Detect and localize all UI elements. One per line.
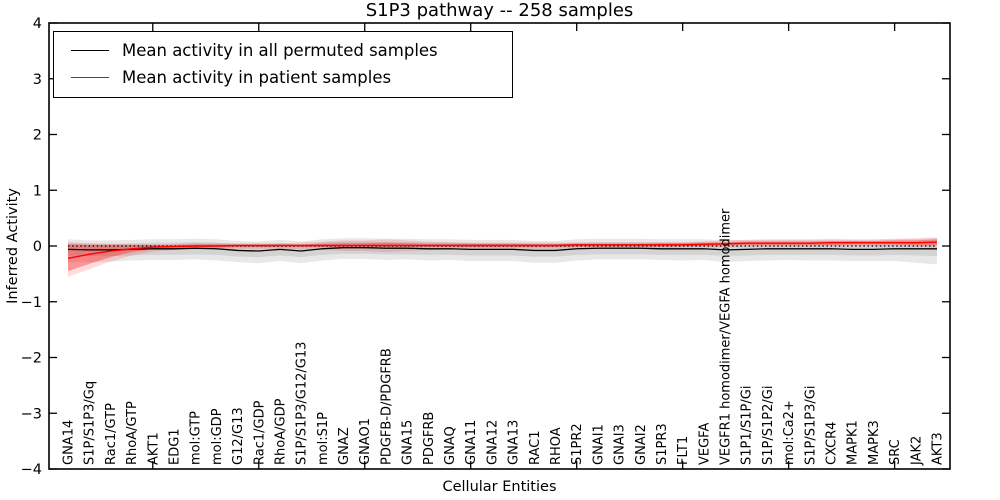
x-tick-label: JAK2 bbox=[909, 436, 924, 466]
x-tick-label: Rac1/GTP bbox=[104, 403, 119, 465]
x-tick-label: GNAI3 bbox=[613, 424, 628, 465]
x-tick-label: RhoA/GDP bbox=[273, 398, 288, 465]
x-tick-label: SRC bbox=[888, 439, 903, 465]
patient-band-outer bbox=[68, 237, 937, 277]
x-tick-label: VEGFR1 homodimer/VEGFA homodimer bbox=[719, 208, 734, 465]
x-tick-label: mol:Ca2+ bbox=[782, 400, 797, 465]
x-tick-label: GNAZ bbox=[337, 427, 352, 465]
x-tick-label: EDG1 bbox=[167, 428, 182, 465]
y-tick-label: −1 bbox=[21, 295, 42, 311]
x-tick-label: AKT3 bbox=[931, 432, 946, 465]
x-tick-label: AKT1 bbox=[146, 432, 161, 465]
x-tick-label: RAC1 bbox=[528, 430, 543, 465]
y-tick-label: 1 bbox=[33, 183, 42, 199]
y-tick-label: −4 bbox=[21, 462, 42, 478]
x-tick-label: RHOA bbox=[549, 427, 564, 465]
x-tick-label: GNA11 bbox=[464, 420, 479, 465]
y-tick-label: 3 bbox=[33, 72, 42, 88]
x-tick-label: GNA12 bbox=[485, 420, 500, 465]
x-tick-label: G12/G13 bbox=[231, 407, 246, 465]
x-tick-label: Rac1/GDP bbox=[252, 400, 267, 465]
x-tick-label: FLT1 bbox=[676, 436, 691, 465]
x-tick-label: GNAI1 bbox=[591, 424, 606, 465]
patient-mean-line bbox=[67, 241, 938, 259]
x-tick-label: PDGFRB bbox=[422, 412, 437, 465]
y-tick-label: 4 bbox=[33, 16, 42, 32]
legend-label-permuted: Mean activity in all permuted samples bbox=[122, 41, 438, 60]
patient-line-swatch bbox=[71, 77, 109, 78]
x-tick-label: MAPK3 bbox=[867, 420, 882, 465]
legend: Mean activity in all permuted samples Me… bbox=[53, 31, 513, 98]
x-tick-label: S1P/S1P3/Gq bbox=[83, 381, 98, 465]
x-tick-label: S1P1/S1P/Gi bbox=[740, 386, 755, 465]
y-tick-label: −2 bbox=[21, 351, 42, 367]
x-tick-label: mol:S1P bbox=[316, 412, 331, 465]
x-tick-label: GNA14 bbox=[62, 420, 77, 465]
x-tick-label: mol:GTP bbox=[189, 411, 204, 465]
permuted-mean-line bbox=[67, 247, 937, 252]
y-tick-label: 2 bbox=[33, 128, 42, 144]
permuted-line-swatch bbox=[71, 50, 109, 51]
x-tick-label: PDGFB-D/PDGFRB bbox=[379, 348, 394, 465]
x-tick-label: S1P/S1P2/Gi bbox=[761, 386, 776, 465]
x-tick-label: S1PR3 bbox=[655, 423, 670, 465]
x-tick-label: mol:GDP bbox=[210, 408, 225, 465]
x-tick-label: GNA13 bbox=[507, 420, 522, 465]
x-tick-label: S1P/S1P3/G12/G13 bbox=[295, 342, 310, 465]
x-axis-label: Cellular Entities bbox=[442, 479, 557, 495]
legend-item-patient: Mean activity in patient samples bbox=[54, 64, 512, 91]
x-tick-label: RhoA/GTP bbox=[125, 401, 140, 465]
y-axis-label: Inferred Activity bbox=[5, 188, 21, 304]
x-tick-label: GNAO1 bbox=[358, 418, 373, 465]
y-tick-label: 0 bbox=[33, 239, 42, 255]
x-tick-label: S1PR2 bbox=[570, 423, 585, 465]
x-tick-label: GNAI2 bbox=[634, 424, 649, 465]
x-tick-label: MAPK1 bbox=[846, 420, 861, 465]
x-tick-label: VEGFA bbox=[697, 423, 712, 465]
y-tick-label: −3 bbox=[21, 406, 42, 422]
legend-label-patient: Mean activity in patient samples bbox=[122, 68, 392, 87]
legend-item-permuted: Mean activity in all permuted samples bbox=[54, 37, 512, 64]
x-tick-label: S1P/S1P3/Gi bbox=[803, 386, 818, 465]
x-tick-label: GNAQ bbox=[443, 426, 458, 465]
x-tick-label: CXCR4 bbox=[825, 422, 840, 465]
chart-title: S1P3 pathway -- 258 samples bbox=[365, 0, 634, 21]
x-tick-label: GNA15 bbox=[401, 420, 416, 465]
